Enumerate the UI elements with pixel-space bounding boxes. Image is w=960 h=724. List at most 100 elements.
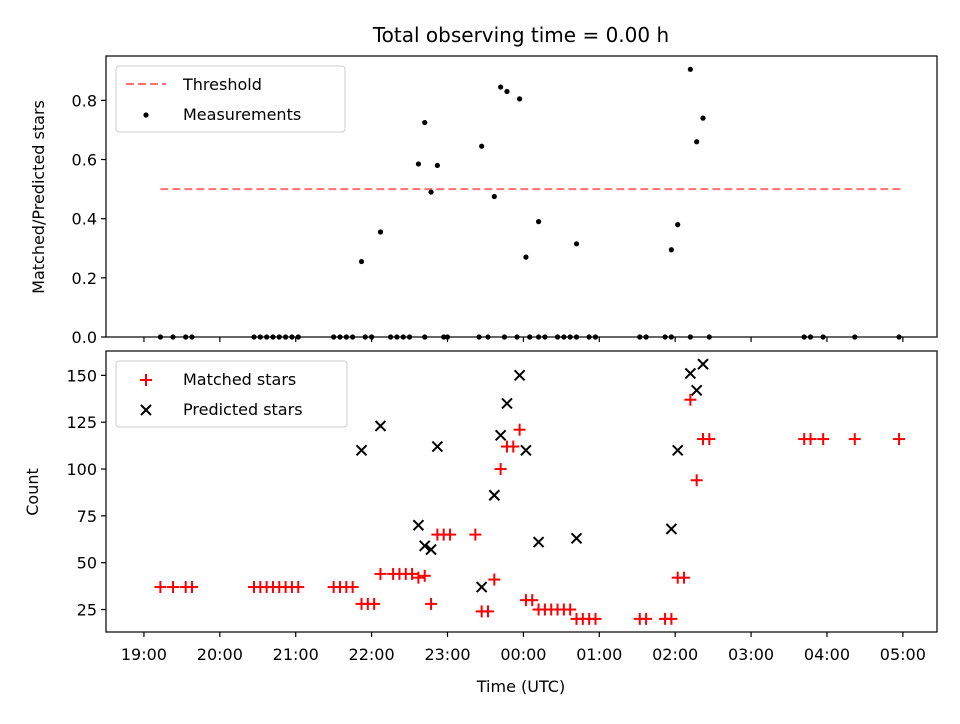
count-y-tick-label: 125 (66, 413, 97, 432)
measurements-point (157, 334, 163, 340)
predicted-stars-point (431, 440, 444, 453)
measurements-point (675, 222, 681, 228)
measurements-point (422, 334, 428, 340)
measurements-point (542, 334, 548, 340)
count-y-tick-label: 100 (66, 460, 97, 479)
matched-stars-point (346, 581, 359, 594)
predicted-stars-point (697, 358, 709, 370)
measurements-point (896, 334, 902, 340)
matched-stars-point (893, 433, 906, 446)
count-y-tick-label: 75 (77, 507, 97, 526)
matched-stars-point (444, 528, 457, 541)
matched-stars-point (481, 605, 494, 618)
predicted-stars-point (412, 519, 425, 531)
count-y-tick-label: 150 (66, 366, 97, 385)
matched-stars-point (589, 612, 602, 625)
measurements-point (517, 96, 523, 102)
measurements-point (422, 119, 428, 126)
measurements-point (444, 334, 451, 340)
ratio-legend: Threshold Measurements (115, 65, 346, 133)
measurements-point (592, 334, 599, 340)
matched-stars-point (690, 474, 703, 487)
measurements-point (276, 334, 282, 340)
matched-stars-point (425, 597, 438, 610)
x-tick-label: 21:00 (273, 645, 319, 664)
predicted-stars-point (501, 397, 513, 410)
measurements-point (820, 334, 826, 340)
measurements-point (535, 219, 542, 225)
matched-stars-point (848, 433, 861, 446)
measurements-point (362, 334, 368, 340)
predicted-stars-point (532, 536, 545, 548)
measurements-point (523, 254, 529, 260)
measurements-point (295, 334, 301, 340)
measurements-point (289, 334, 295, 340)
measurements-point (170, 334, 176, 340)
matched-stars-point (406, 567, 419, 580)
x-tick-label: 03:00 (728, 645, 774, 664)
matched-stars-point (186, 581, 199, 594)
predicted-stars-point (488, 489, 501, 501)
chart-title: Total observing time = 0.00 h (372, 23, 669, 47)
predicted-stars-point (494, 429, 507, 442)
measurements-point (270, 334, 276, 340)
predicted-stars-point (425, 543, 437, 556)
matched-stars-point (507, 440, 520, 453)
measurements-legend-swatch (143, 112, 149, 118)
measurements-point (687, 334, 693, 340)
measurements-point (561, 334, 567, 340)
matched-stars-point (494, 463, 507, 476)
count-y-tick-label: 25 (77, 601, 97, 620)
measurements-legend-label: Measurements (183, 105, 301, 124)
matched-stars-point (412, 571, 425, 584)
matched-stars-point (469, 528, 482, 541)
measurements-point (694, 139, 700, 145)
measurements-point (643, 334, 649, 340)
predicted-stars-point (570, 532, 583, 545)
predicted-stars-point (419, 540, 431, 552)
predicted-stars-point (690, 384, 703, 397)
measurements-point (535, 334, 542, 340)
matched-stars-point (167, 581, 180, 594)
measurements-point (406, 334, 413, 340)
measurements-point (554, 334, 561, 340)
ratio-panel: 0.00.20.40.60.8 Matched/Predicted stars … (29, 55, 938, 347)
matched-legend-swatch (140, 374, 152, 386)
measurements-point (706, 334, 712, 340)
ratio-y-tick-label: 0.2 (72, 269, 97, 288)
measurements-point (573, 241, 580, 247)
matched-stars-point (817, 433, 830, 446)
ratio-y-tick-label: 0.6 (72, 151, 97, 170)
measurements-point (377, 229, 384, 235)
matched-stars-point (292, 581, 305, 594)
ratio-y-axis-label: Matched/Predicted stars (29, 100, 48, 294)
matched-stars-point (703, 433, 716, 446)
measurements-point (387, 334, 394, 340)
count-legend: Matched stars Predicted stars (115, 360, 348, 428)
matched-stars-point (665, 612, 678, 625)
matched-stars-point (154, 581, 167, 594)
measurements-point (264, 334, 270, 340)
ratio-y-tick-label: 0.4 (72, 210, 97, 229)
measurements-point (476, 334, 482, 340)
measurements-point (637, 334, 643, 340)
measurements-point (485, 334, 491, 340)
measurements-point (251, 334, 257, 340)
measurements-point (700, 115, 706, 121)
measurements-point (504, 88, 510, 95)
predicted-stars-point (665, 523, 678, 535)
measurements-point (350, 334, 356, 340)
measurements-point (369, 334, 375, 340)
measurements-point (498, 84, 504, 90)
ratio-y-tick-label: 0.0 (72, 328, 97, 347)
matched-stars-point (640, 612, 653, 625)
matched-stars-point (526, 594, 539, 607)
measurements-point (586, 334, 592, 340)
count-panel: 25 50 75 100 125 150 19:00 20:00 21:00 22:00 23:0… (23, 350, 938, 664)
measurements-point (662, 334, 668, 340)
measurements-point (257, 334, 263, 340)
measurements-point (501, 334, 508, 340)
measurements-point (337, 334, 343, 340)
x-tick-label: 22:00 (349, 645, 395, 664)
